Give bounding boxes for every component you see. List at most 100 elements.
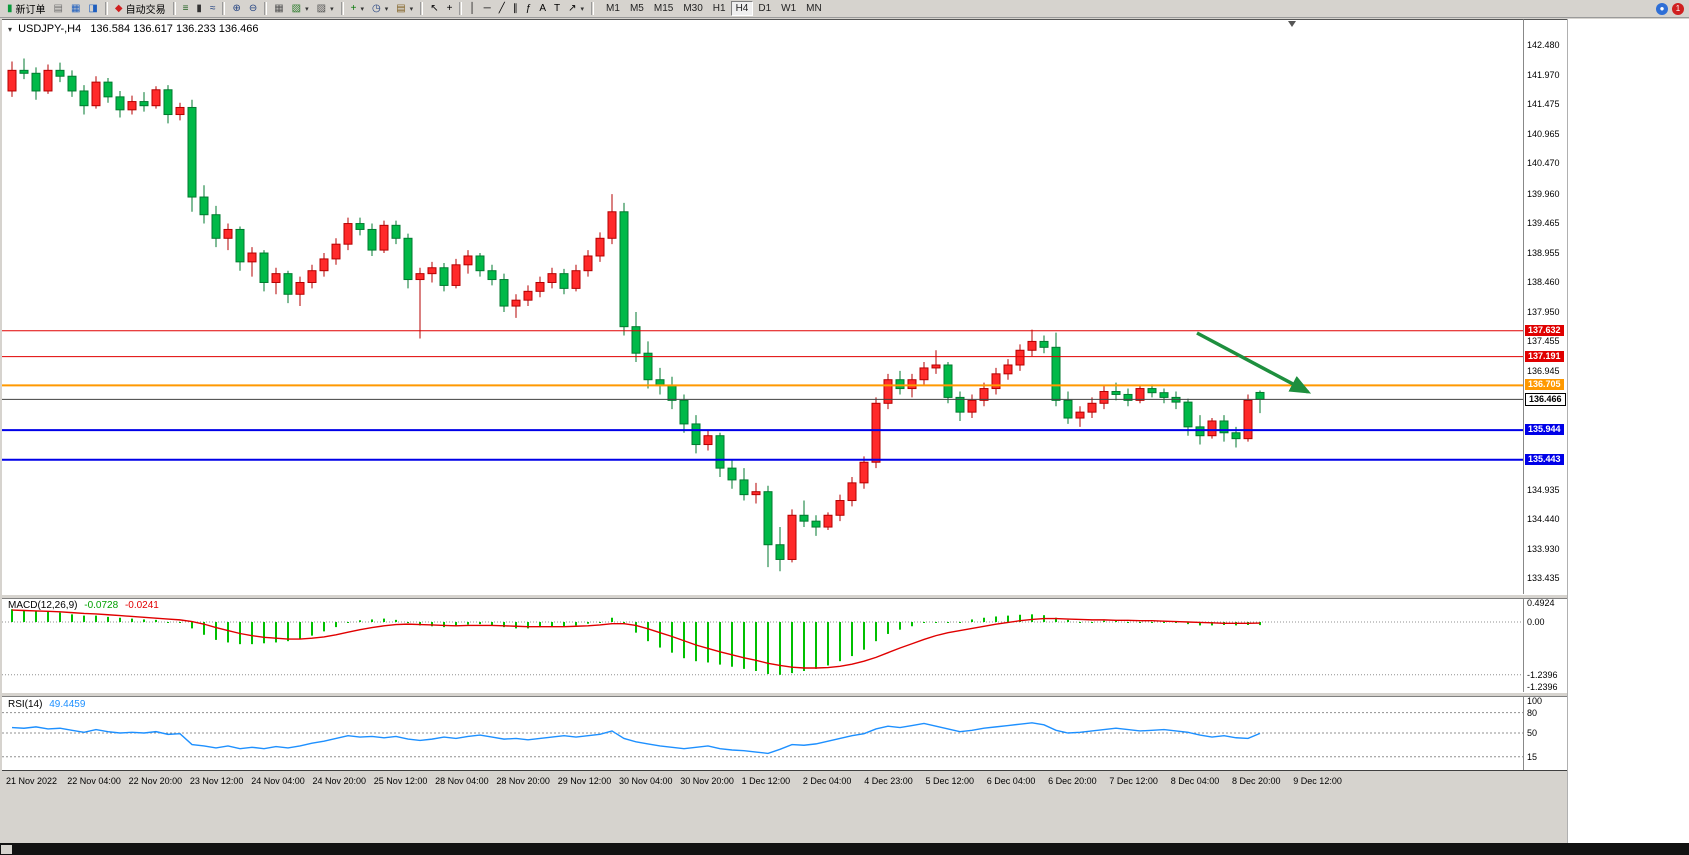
text-button[interactable]: A <box>535 1 550 16</box>
vertical-line-button[interactable]: │ <box>465 1 479 16</box>
candle-body <box>943 364 953 398</box>
timeframe-h1-button[interactable]: H1 <box>708 1 731 16</box>
zoom-out-button[interactable]: ⊖ <box>245 1 261 16</box>
price-axis[interactable]: 142.480 141.970 141.475 140.965 140.470 139.9… <box>1523 19 1567 594</box>
candle-body <box>775 544 785 560</box>
macd-axis-label: -1.2396 <box>1527 669 1558 680</box>
time-axis-label: 24 Nov 20:00 <box>312 776 367 786</box>
timeframe-m1-button[interactable]: M1 <box>601 1 625 16</box>
candle-body <box>127 101 137 111</box>
chart-window-icon[interactable]: ▤ <box>50 1 67 16</box>
candle-body <box>727 467 737 481</box>
timeframe-m15-button[interactable]: M15 <box>649 1 678 16</box>
rsi-axis-label: 80 <box>1527 707 1538 718</box>
macd-axis[interactable]: 0.4924 0.00 -1.2396 -1.2396 <box>1523 599 1567 692</box>
rsi-panel[interactable] <box>2 697 1523 770</box>
line-chart-type-button[interactable]: ≈ <box>206 1 220 16</box>
rsi-axis[interactable]: 100 80 50 15 <box>1523 697 1567 770</box>
candlestick-type-button[interactable]: ▮ <box>192 1 206 16</box>
chart-context-icon[interactable]: ▾ <box>8 25 13 34</box>
chart-window-icon-icon: ▤ <box>53 2 63 14</box>
time-axis[interactable]: 21 Nov 2022 22 Nov 04:00 22 Nov 20:00 23 No… <box>2 770 1567 790</box>
candle-body <box>619 211 629 328</box>
workspace-empty <box>1567 19 1689 843</box>
periods-icon: ◷ <box>371 2 381 14</box>
cursor-button[interactable]: ↖ <box>426 1 442 16</box>
candle-body <box>895 379 905 390</box>
time-axis-label: 22 Nov 04:00 <box>67 776 121 786</box>
candle-body <box>511 299 521 307</box>
label-button[interactable]: T <box>550 1 564 16</box>
profiles-icon[interactable]: ▦ <box>67 1 84 16</box>
toolbar-separator <box>591 2 595 15</box>
bar-chart-type-button[interactable]: ≡ <box>179 1 193 16</box>
main-chart-plot[interactable] <box>2 19 1523 594</box>
new-chart-button[interactable]: ▧ ▾ <box>288 1 313 16</box>
macd-value-signal: -0.0241 <box>124 600 159 611</box>
periods-button[interactable]: ◷ ▾ <box>368 1 392 16</box>
rsi-line <box>11 722 1261 755</box>
candle-body <box>763 491 773 546</box>
fibonacci-button[interactable]: ƒ <box>522 1 536 16</box>
new-order-button[interactable]: ▮ 新订单 <box>3 1 50 16</box>
profiles-menu-button[interactable]: ▨ ▾ <box>313 1 338 16</box>
top-toolbar: ▮ 新订单 ▤ ▦ ◨ ◆ 自动交易 ≡ ▮ ≈ ⊕ ⊖ ▦ ▧ ▾ ▨ ▾ + ▾ ◷ ▾ ▤ ▾ ↖ + │ ─ ╱ ∥ ƒ A T ↗ ▾ … <box>0 0 1689 18</box>
candle-body <box>739 479 749 496</box>
scrollbar-corner <box>1 845 12 854</box>
candle-body <box>1183 401 1193 428</box>
candle-body <box>415 273 425 281</box>
templates-button[interactable]: ▤ ▾ <box>392 1 417 16</box>
timeframe-d1-button[interactable]: D1 <box>753 1 776 16</box>
caret-down-icon: ▾ <box>305 5 309 13</box>
toolbar-button-group: ▮ 新订单 ▤ ▦ ◨ ◆ 自动交易 ≡ ▮ ≈ ⊕ ⊖ ▦ ▧ ▾ ▨ ▾ + ▾ ◷ ▾ ▤ ▾ ↖ + │ ─ ╱ ∥ ƒ A T ↗ ▾ <box>3 1 597 16</box>
macd-axis-label: 0.4924 <box>1527 598 1555 608</box>
candle-body <box>1051 346 1061 401</box>
arrows-button[interactable]: ↗ ▾ <box>564 1 588 16</box>
candle-body <box>583 255 593 272</box>
rsi-axis-label: 100 <box>1527 696 1543 706</box>
panel-separator[interactable] <box>2 594 1567 599</box>
tile-windows-button[interactable]: ▦ <box>270 1 287 16</box>
candle-body <box>43 69 53 92</box>
candle-body <box>955 396 965 413</box>
candle-body <box>883 379 893 404</box>
vertical-line-icon: │ <box>469 2 476 14</box>
candle-body <box>175 106 185 116</box>
crosshair-button[interactable]: + <box>443 1 457 16</box>
price-axis-label: 133.930 <box>1527 543 1560 554</box>
price-axis-label: 134.440 <box>1527 513 1560 524</box>
candle-body <box>355 223 365 230</box>
candle-body <box>271 273 281 283</box>
candle-body <box>703 435 713 446</box>
timeframe-mn-button[interactable]: MN <box>801 1 827 16</box>
candle-body <box>1207 420 1217 437</box>
toolbar-separator <box>340 2 344 15</box>
rsi-value: 49.4459 <box>49 699 86 710</box>
rsi-axis-label: 15 <box>1527 751 1538 762</box>
timeframe-w1-button[interactable]: W1 <box>776 1 801 16</box>
horizontal-line-button[interactable]: ─ <box>480 1 495 16</box>
toolbar-separator <box>104 2 108 15</box>
channel-button[interactable]: ∥ <box>509 1 522 16</box>
timeframe-m5-button[interactable]: M5 <box>625 1 649 16</box>
macd-panel[interactable] <box>2 599 1523 692</box>
candle-body <box>859 461 869 484</box>
bottom-scrollbar[interactable] <box>0 843 1689 855</box>
notification-badge[interactable]: 1 <box>1672 2 1684 15</box>
trendline-button[interactable]: ╱ <box>495 1 509 16</box>
timeframe-m30-button[interactable]: M30 <box>678 1 707 16</box>
market-watch-icon[interactable]: ◨ <box>84 1 101 16</box>
candle-body <box>247 252 257 263</box>
macd-axis-label: -1.2396 <box>1527 681 1558 692</box>
time-axis-label: 23 Nov 12:00 <box>189 776 244 786</box>
trend-arrow[interactable] <box>1196 331 1312 394</box>
candle-body <box>643 352 653 381</box>
indicators-button[interactable]: + ▾ <box>347 1 368 16</box>
community-icon[interactable]: ● <box>1656 2 1668 15</box>
time-axis-label: 9 Dec 12:00 <box>1293 776 1342 786</box>
candle-body <box>1123 393 1133 401</box>
zoom-in-button[interactable]: ⊕ <box>228 1 244 16</box>
autotrading-button[interactable]: ◆ 自动交易 <box>111 1 170 16</box>
panel-separator[interactable] <box>2 692 1567 697</box>
timeframe-h4-button[interactable]: H4 <box>730 1 754 16</box>
